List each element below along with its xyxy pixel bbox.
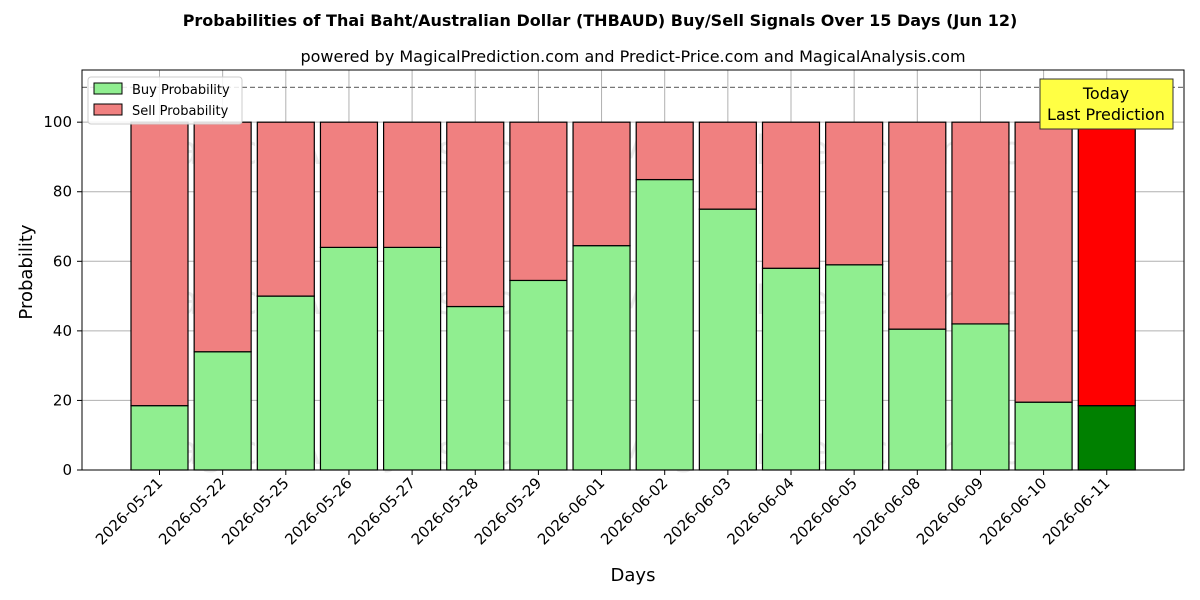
buy-bar: [698, 208, 757, 471]
sell-bar: [446, 121, 505, 308]
x-tick-label: 2026-05-22: [155, 474, 229, 548]
legend-swatch-buy: [93, 82, 123, 95]
buy-bar: [888, 328, 947, 471]
buy-bar: [193, 351, 252, 471]
sell-bar: [509, 121, 568, 282]
sell-bar: [825, 121, 884, 266]
legend-label-sell: Sell Probability: [132, 104, 229, 119]
sell-bar: [951, 121, 1010, 325]
sell-bar: [1077, 121, 1136, 407]
y-tick-label: 60: [53, 252, 72, 270]
legend-swatch-sell: [93, 103, 123, 116]
x-tick-label: 2026-05-27: [345, 474, 419, 548]
y-axis-label: Probability: [16, 224, 37, 319]
x-tick-label: 2026-06-08: [850, 474, 924, 548]
sell-bar: [383, 121, 442, 248]
sell-bar: [1014, 121, 1073, 403]
buy-bar: [761, 267, 821, 471]
y-tick-label: 20: [53, 391, 72, 409]
sell-bar: [698, 121, 757, 210]
legend-box: [87, 76, 243, 125]
x-tick-label: 2026-05-21: [92, 474, 166, 548]
y-tick-label: 40: [53, 322, 72, 340]
x-tick-label: 2026-06-11: [1039, 474, 1113, 548]
chart-title: Probabilities of Thai Baht/Australian Do…: [183, 11, 1018, 30]
plot-frame: [81, 69, 1185, 471]
x-tick-label: 2026-06-03: [660, 474, 734, 548]
sell-bar: [572, 121, 631, 247]
sell-bar: [888, 121, 947, 330]
buy-bar: [635, 178, 694, 471]
sell-bar: [635, 121, 694, 181]
y-tick-label: 80: [53, 183, 72, 201]
buy-bar: [1077, 405, 1136, 471]
x-tick-label: 2026-05-28: [408, 474, 482, 548]
x-axis-label: Days: [611, 565, 656, 586]
sell-bar: [319, 121, 379, 248]
legend-label-buy: Buy Probability: [132, 83, 230, 98]
x-tick-label: 2026-05-29: [471, 474, 545, 548]
buy-bar: [256, 295, 315, 471]
buy-bar: [383, 246, 442, 471]
plot-area: MagicalAnalysis.comMagicalPrediction.com…: [43, 69, 1185, 548]
y-tick-label: 0: [62, 461, 72, 479]
buy-bar: [825, 264, 884, 471]
buy-bar: [130, 405, 189, 471]
today-annotation-line2: Last Prediction: [1047, 105, 1165, 124]
x-tick-label: 2026-05-25: [218, 474, 292, 548]
x-tick-label: 2026-06-10: [976, 474, 1050, 548]
legend: Buy Probability Sell Probability: [87, 76, 243, 125]
buy-bar: [1014, 401, 1073, 471]
buy-bar: [572, 245, 631, 471]
sell-bar: [193, 121, 252, 353]
x-tick-label: 2026-06-01: [534, 474, 608, 548]
buy-bar: [446, 305, 505, 471]
sell-bar: [761, 121, 821, 269]
buy-bar: [951, 323, 1010, 471]
today-annotation-box: [1039, 78, 1174, 130]
x-tick-label: 2026-06-09: [913, 474, 987, 548]
x-tick-label: 2026-06-04: [723, 474, 797, 548]
x-tick-label: 2026-06-02: [597, 474, 671, 548]
sell-bar: [256, 121, 315, 297]
x-tick-label: 2026-06-05: [787, 474, 861, 548]
x-tick-label: 2026-05-26: [281, 474, 355, 548]
y-tick-label: 100: [43, 113, 72, 131]
buy-bar: [509, 279, 568, 471]
today-annotation-line1: Today: [1082, 84, 1129, 103]
chart-subtitle: powered by MagicalPrediction.com and Pre…: [300, 47, 965, 66]
today-annotation: Today Last Prediction: [1039, 78, 1174, 130]
sell-bar: [130, 121, 189, 407]
buy-bar: [319, 246, 379, 471]
